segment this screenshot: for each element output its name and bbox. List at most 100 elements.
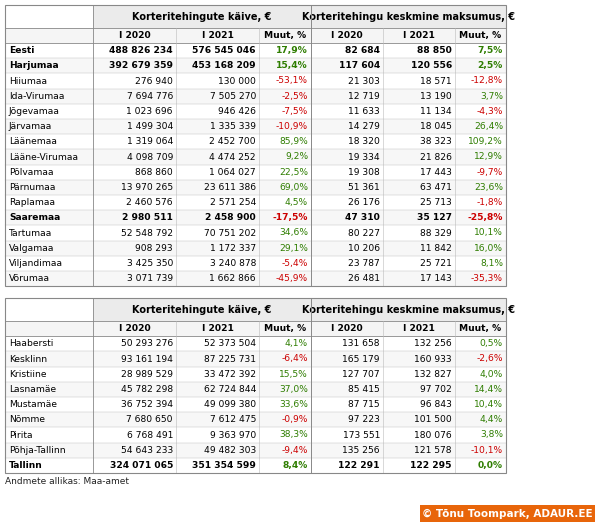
Text: 85,9%: 85,9% bbox=[279, 137, 308, 146]
Text: Pärnumaa: Pärnumaa bbox=[9, 183, 56, 192]
Text: 26,4%: 26,4% bbox=[474, 122, 503, 131]
Bar bbox=[5, 226, 506, 240]
Text: Muut, %: Muut, % bbox=[460, 31, 502, 40]
Bar bbox=[420, 505, 595, 522]
Text: 52 373 504: 52 373 504 bbox=[204, 339, 256, 348]
Text: 392 679 359: 392 679 359 bbox=[109, 62, 173, 70]
Text: 23,6%: 23,6% bbox=[474, 183, 503, 192]
Text: 35 127: 35 127 bbox=[417, 214, 452, 222]
Text: 14 279: 14 279 bbox=[348, 122, 380, 131]
Bar bbox=[5, 180, 506, 195]
Text: Korteritehingute käive, €: Korteritehingute käive, € bbox=[133, 12, 272, 22]
Text: 276 940: 276 940 bbox=[135, 76, 173, 86]
Text: 2 452 700: 2 452 700 bbox=[209, 137, 256, 146]
Text: 7,5%: 7,5% bbox=[478, 46, 503, 55]
Text: 868 860: 868 860 bbox=[135, 168, 173, 177]
Bar bbox=[5, 382, 506, 397]
Text: 23 787: 23 787 bbox=[348, 259, 380, 268]
Text: 19 334: 19 334 bbox=[348, 153, 380, 161]
Text: Tartumaa: Tartumaa bbox=[9, 228, 52, 238]
Text: 21 826: 21 826 bbox=[420, 153, 452, 161]
Text: 0,0%: 0,0% bbox=[478, 461, 503, 470]
Text: 1 499 304: 1 499 304 bbox=[127, 122, 173, 131]
Bar bbox=[5, 271, 506, 286]
Text: Muut, %: Muut, % bbox=[460, 324, 502, 333]
Text: 488 826 234: 488 826 234 bbox=[109, 46, 173, 55]
Text: Mustamäe: Mustamäe bbox=[9, 400, 57, 409]
Text: 38,3%: 38,3% bbox=[279, 430, 308, 440]
Text: Põhja-Tallinn: Põhja-Tallinn bbox=[9, 446, 65, 454]
Text: 324 071 065: 324 071 065 bbox=[110, 461, 173, 470]
Bar bbox=[5, 74, 506, 88]
Text: 87 225 731: 87 225 731 bbox=[204, 355, 256, 363]
Text: 13 190: 13 190 bbox=[420, 92, 452, 100]
Bar bbox=[5, 210, 506, 226]
Bar bbox=[5, 412, 506, 428]
Text: 21 303: 21 303 bbox=[348, 76, 380, 86]
Text: 16,0%: 16,0% bbox=[474, 244, 503, 252]
Text: 117 604: 117 604 bbox=[339, 62, 380, 70]
Text: 946 426: 946 426 bbox=[218, 107, 256, 116]
Text: 3,7%: 3,7% bbox=[480, 92, 503, 100]
Text: 36 752 394: 36 752 394 bbox=[121, 400, 173, 409]
Text: 80 227: 80 227 bbox=[348, 228, 380, 238]
Text: 18 571: 18 571 bbox=[421, 76, 452, 86]
Text: 47 310: 47 310 bbox=[345, 214, 380, 222]
Text: Tallinn: Tallinn bbox=[9, 461, 43, 470]
Text: -35,3%: -35,3% bbox=[471, 274, 503, 283]
Text: 135 256: 135 256 bbox=[343, 446, 380, 454]
Text: 1 662 866: 1 662 866 bbox=[209, 274, 256, 283]
Text: 96 843: 96 843 bbox=[420, 400, 452, 409]
Bar bbox=[5, 58, 506, 74]
Text: I 2021: I 2021 bbox=[202, 31, 233, 40]
Text: 9 363 970: 9 363 970 bbox=[210, 430, 256, 440]
Bar bbox=[5, 298, 93, 321]
Text: 576 545 046: 576 545 046 bbox=[193, 46, 256, 55]
Text: 23 611 386: 23 611 386 bbox=[204, 183, 256, 192]
Text: -7,5%: -7,5% bbox=[282, 107, 308, 116]
Text: 69,0%: 69,0% bbox=[279, 183, 308, 192]
Text: 19 308: 19 308 bbox=[348, 168, 380, 177]
Text: 82 684: 82 684 bbox=[345, 46, 380, 55]
Text: 4,5%: 4,5% bbox=[285, 198, 308, 207]
Text: Lääne-Virumaa: Lääne-Virumaa bbox=[9, 153, 78, 161]
Text: 87 715: 87 715 bbox=[349, 400, 380, 409]
Text: 14,4%: 14,4% bbox=[474, 385, 503, 394]
Text: -17,5%: -17,5% bbox=[272, 214, 308, 222]
Text: 88 850: 88 850 bbox=[417, 46, 452, 55]
Text: Hiiumaa: Hiiumaa bbox=[9, 76, 47, 86]
Text: © Tõnu Toompark, ADAUR.EE: © Tõnu Toompark, ADAUR.EE bbox=[422, 509, 593, 519]
Text: Ida-Virumaa: Ida-Virumaa bbox=[9, 92, 65, 100]
Text: I 2020: I 2020 bbox=[119, 31, 151, 40]
Text: -45,9%: -45,9% bbox=[276, 274, 308, 283]
Bar bbox=[5, 336, 506, 351]
Bar bbox=[5, 119, 506, 134]
Text: 4,0%: 4,0% bbox=[480, 370, 503, 379]
Text: Järvamaa: Järvamaa bbox=[9, 122, 52, 131]
Text: I 2021: I 2021 bbox=[202, 324, 233, 333]
Bar bbox=[5, 5, 93, 28]
Text: 18 320: 18 320 bbox=[348, 137, 380, 146]
Bar bbox=[5, 428, 506, 442]
Text: 2,5%: 2,5% bbox=[478, 62, 503, 70]
Text: -53,1%: -53,1% bbox=[276, 76, 308, 86]
Text: 12 719: 12 719 bbox=[348, 92, 380, 100]
Text: 127 707: 127 707 bbox=[343, 370, 380, 379]
Text: 130 000: 130 000 bbox=[218, 76, 256, 86]
Text: 11 134: 11 134 bbox=[420, 107, 452, 116]
Text: 11 633: 11 633 bbox=[348, 107, 380, 116]
Text: 17,9%: 17,9% bbox=[276, 46, 308, 55]
Text: 3 425 350: 3 425 350 bbox=[127, 259, 173, 268]
Text: 9,2%: 9,2% bbox=[285, 153, 308, 161]
Text: 18 045: 18 045 bbox=[420, 122, 452, 131]
Text: 180 076: 180 076 bbox=[414, 430, 452, 440]
Text: -25,8%: -25,8% bbox=[467, 214, 503, 222]
Text: 7 680 650: 7 680 650 bbox=[127, 416, 173, 424]
Text: I 2020: I 2020 bbox=[331, 31, 363, 40]
Text: 173 551: 173 551 bbox=[343, 430, 380, 440]
Text: 2 980 511: 2 980 511 bbox=[122, 214, 173, 222]
Text: I 2020: I 2020 bbox=[331, 324, 363, 333]
Text: 131 658: 131 658 bbox=[343, 339, 380, 348]
Bar bbox=[5, 397, 506, 412]
Text: 70 751 202: 70 751 202 bbox=[204, 228, 256, 238]
